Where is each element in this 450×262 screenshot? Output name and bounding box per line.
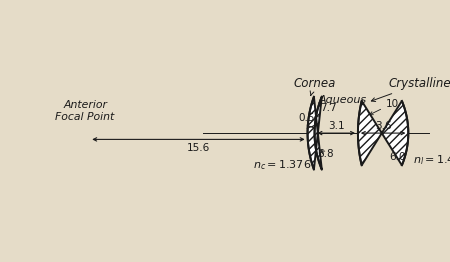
Polygon shape bbox=[358, 101, 408, 165]
Text: Anterior
Focal Point: Anterior Focal Point bbox=[55, 100, 115, 122]
Text: 0.5: 0.5 bbox=[298, 113, 315, 123]
Polygon shape bbox=[307, 97, 322, 170]
Text: $n_l = 1.41$: $n_l = 1.41$ bbox=[413, 153, 450, 167]
Text: Aqueous: Aqueous bbox=[319, 95, 367, 105]
Text: 6.8: 6.8 bbox=[317, 149, 334, 159]
Text: 10: 10 bbox=[369, 99, 399, 115]
Text: 15.6: 15.6 bbox=[187, 143, 210, 153]
Text: Crystalline: Crystalline bbox=[371, 77, 450, 101]
Text: $n_c = 1.376$: $n_c = 1.376$ bbox=[253, 158, 311, 172]
Text: 3.6: 3.6 bbox=[375, 121, 392, 131]
Text: Cornea: Cornea bbox=[293, 77, 336, 96]
Text: 6.0: 6.0 bbox=[389, 152, 405, 162]
Text: 7.7: 7.7 bbox=[315, 103, 337, 117]
Text: 3.1: 3.1 bbox=[328, 121, 345, 131]
